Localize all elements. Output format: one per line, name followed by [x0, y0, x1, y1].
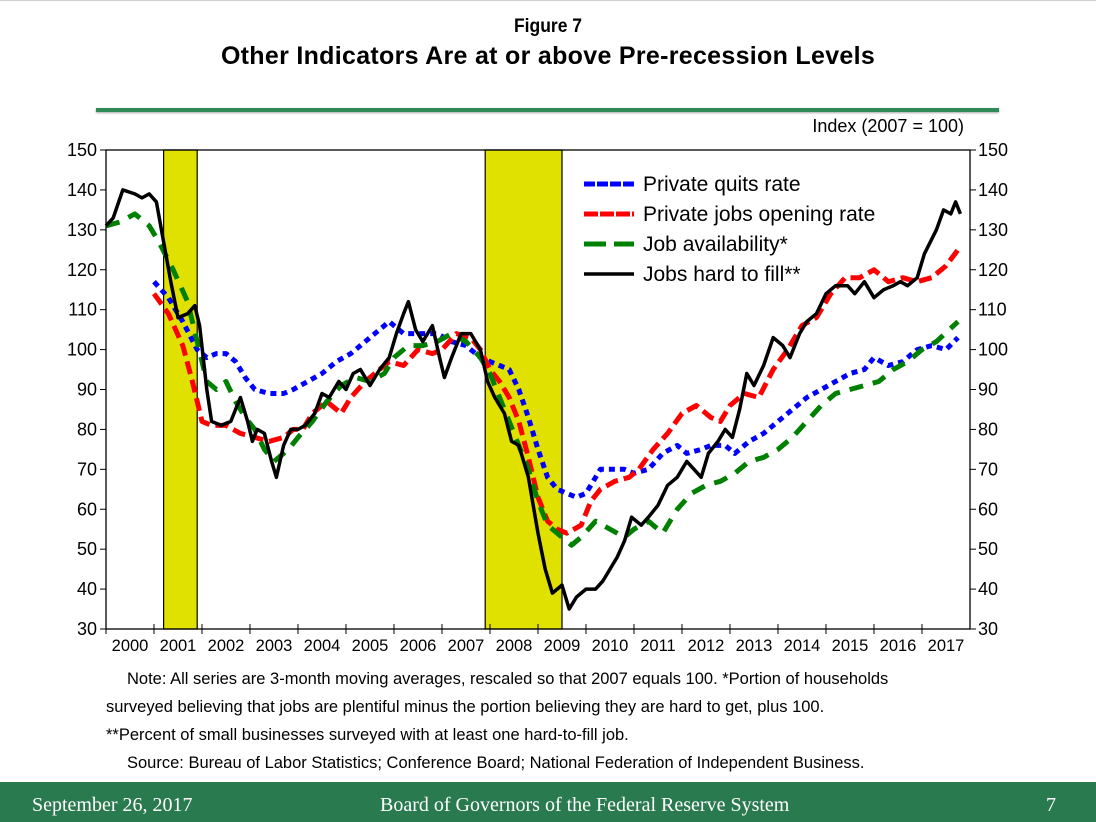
- page-number: 7: [1046, 794, 1056, 816]
- y-tick-label-left: 90: [77, 380, 97, 400]
- x-tick-label: 2016: [880, 637, 917, 655]
- x-tick-label: 2000: [112, 637, 149, 655]
- y-tick-label-right: 120: [978, 260, 1008, 280]
- footer-bar: September 26, 2017 Board of Governors of…: [0, 782, 1096, 822]
- y-tick-label-right: 70: [978, 459, 998, 479]
- y-tick-label-right: 60: [978, 499, 998, 519]
- x-tick-label: 2010: [592, 637, 629, 655]
- series-lines: [104, 188, 963, 611]
- y-tick-label-left: 140: [67, 180, 97, 200]
- x-tick-label: 2001: [160, 637, 197, 655]
- figure-label: Figure 7: [514, 16, 582, 37]
- footer-organization: Board of Governors of the Federal Reserv…: [380, 794, 790, 816]
- y-tick-label-left: 130: [67, 220, 97, 240]
- x-tick-label: 2014: [784, 637, 821, 655]
- y-tick-label-left: 50: [77, 539, 97, 559]
- y-tick-label-left: 120: [67, 260, 97, 280]
- legend-label: Private jobs opening rate: [643, 203, 875, 226]
- series-line-job-availability: [105, 211, 960, 548]
- x-tick-label: 2007: [448, 637, 485, 655]
- x-tick-label: 2005: [352, 637, 389, 655]
- x-tick-label: 2004: [304, 637, 341, 655]
- legend-label: Private quits rate: [643, 173, 801, 196]
- x-tick-label: 2009: [544, 637, 581, 655]
- y-tick-label-left: 30: [77, 619, 97, 639]
- series-line-private-quits-rate: [152, 280, 960, 500]
- y-tick-label-left: 80: [77, 419, 97, 439]
- y-tick-label-right: 140: [978, 180, 1008, 200]
- y-tick-label-right: 40: [978, 579, 998, 599]
- note-line-1: Note: All series are 3-month moving aver…: [127, 670, 889, 688]
- top-border: [0, 0, 1096, 1]
- x-tick-label: 2015: [832, 637, 869, 655]
- note-line-3: **Percent of small businesses surveyed w…: [106, 726, 629, 744]
- y-tick-label-right: 50: [978, 539, 998, 559]
- legend: Private quits rate Private jobs opening r…: [584, 173, 875, 286]
- x-tick-label: 2013: [736, 637, 773, 655]
- x-tick-label: 2002: [208, 637, 245, 655]
- y-tick-label-left: 70: [77, 459, 97, 479]
- source-note: Source: Bureau of Labor Statistics; Conf…: [127, 754, 865, 772]
- y-tick-label-right: 90: [978, 380, 998, 400]
- x-tick-label: 2011: [640, 637, 675, 655]
- y-tick-label-right: 130: [978, 220, 1008, 240]
- y-tick-label-left: 60: [77, 499, 97, 519]
- title-divider: [96, 108, 999, 112]
- legend-label: Jobs hard to fill**: [643, 263, 801, 286]
- y-tick-label-right: 80: [978, 419, 998, 439]
- y-tick-label-left: 150: [67, 140, 97, 160]
- x-axis: 2000 2001 2002 2003 2004 2005 2006 2007 2008 2009…: [105, 624, 965, 655]
- x-tick-label: 2003: [256, 637, 293, 655]
- legend-label: Job availability*: [643, 233, 788, 256]
- x-tick-label: 2017: [928, 637, 965, 655]
- y-axis-right: 30 40 50 60 70 80 90 100 110 120 130 140 150: [970, 140, 1008, 639]
- y-tick-label-left: 100: [67, 340, 97, 360]
- y-tick-label-right: 30: [978, 619, 998, 639]
- x-tick-label: 2006: [400, 637, 437, 655]
- x-tick-label: 2008: [496, 637, 533, 655]
- note-line-2: surveyed believing that jobs are plentif…: [106, 698, 825, 716]
- y-tick-label-left: 40: [77, 579, 97, 599]
- y-tick-label-right: 110: [978, 300, 1007, 320]
- recession-band: [484, 149, 563, 630]
- series-line-jobs-hard-to-fill: [104, 188, 963, 611]
- y-tick-label-right: 100: [978, 340, 1008, 360]
- y-tick-label-right: 150: [978, 140, 1008, 160]
- chart-title: Other Indicators Are at or above Pre-rec…: [220, 42, 876, 70]
- y-tick-label-left: 110: [68, 300, 97, 320]
- x-tick-label: 2012: [688, 637, 725, 655]
- y-axis-units-label: Index (2007 = 100): [812, 116, 964, 136]
- y-axis-left: 30 40 50 60 70 80 90 100 110 120 130 140 150: [67, 140, 106, 639]
- footer-date: September 26, 2017: [32, 794, 193, 816]
